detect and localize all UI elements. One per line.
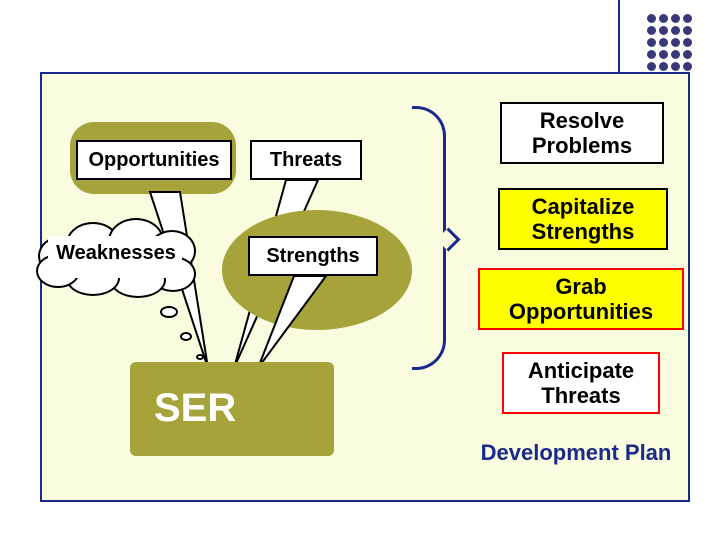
trail-dot bbox=[180, 332, 192, 341]
trail-dot bbox=[196, 354, 204, 360]
decor-dot-grid bbox=[647, 14, 692, 71]
opportunities-label: Opportunities bbox=[88, 149, 219, 172]
opportunities-box: Opportunities bbox=[76, 140, 232, 180]
ser-label: SER bbox=[154, 386, 236, 431]
weaknesses-label: Weaknesses bbox=[42, 242, 190, 265]
strengths-box: Strengths bbox=[248, 236, 378, 276]
box-anticipate-label: Anticipate Threats bbox=[528, 358, 634, 409]
weaknesses-cloud: Weaknesses bbox=[30, 218, 198, 292]
threats-box: Threats bbox=[250, 140, 362, 180]
threats-label: Threats bbox=[270, 149, 342, 172]
diagram-stage: Opportunities Threats Strengths Weakness… bbox=[0, 0, 720, 540]
box-resolve-label: Resolve Problems bbox=[532, 108, 632, 159]
box-grab-label: Grab Opportunities bbox=[509, 274, 653, 325]
box-capitalize-label: Capitalize Strengths bbox=[532, 194, 635, 245]
development-plan-label: Development Plan bbox=[464, 440, 688, 466]
box-capitalize: Capitalize Strengths bbox=[498, 188, 668, 250]
box-anticipate: Anticipate Threats bbox=[502, 352, 660, 414]
strengths-label: Strengths bbox=[266, 245, 359, 268]
box-resolve: Resolve Problems bbox=[500, 102, 664, 164]
box-grab: Grab Opportunities bbox=[478, 268, 684, 330]
decor-vline bbox=[618, 0, 620, 72]
brace bbox=[412, 106, 446, 370]
trail-dot bbox=[160, 306, 178, 318]
